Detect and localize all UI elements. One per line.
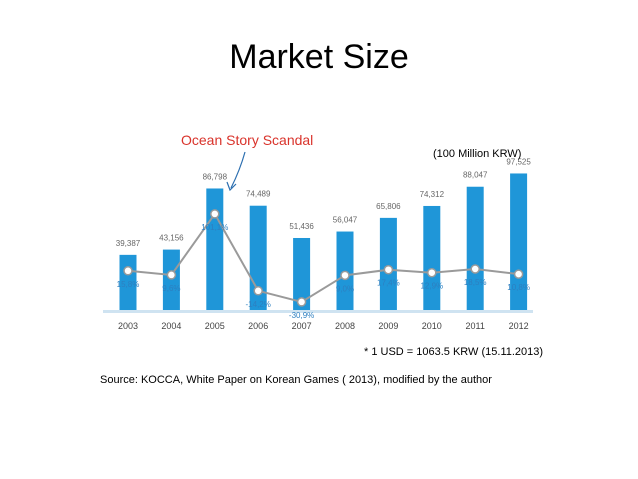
bar-value-label: 56,047 bbox=[333, 216, 358, 225]
ocean-story-scandal-annotation: Ocean Story Scandal bbox=[181, 132, 314, 148]
chart-baseline bbox=[103, 310, 533, 313]
growth-value-label: 15,8% bbox=[117, 280, 140, 289]
growth-value-label: -30,9% bbox=[289, 311, 314, 320]
growth-value-label: 12,9% bbox=[420, 282, 443, 291]
bar-2007 bbox=[293, 237, 311, 310]
bar-2003 bbox=[119, 254, 137, 310]
x-tick-label: 2007 bbox=[292, 321, 312, 331]
unit-note: (100 Million KRW) bbox=[433, 148, 522, 160]
bar-2009 bbox=[379, 217, 397, 310]
bar-2004 bbox=[162, 249, 180, 310]
bar-value-label: 65,806 bbox=[376, 202, 401, 211]
x-tick-label: 2004 bbox=[161, 321, 181, 331]
growth-point-2010 bbox=[427, 267, 437, 278]
growth-point-2011 bbox=[470, 264, 480, 274]
growth-value-label: 18,5% bbox=[464, 278, 487, 287]
growth-value-label: 101,1% bbox=[201, 223, 228, 232]
bar-value-label: 88,047 bbox=[463, 171, 488, 180]
growth-value-label: -14,2% bbox=[246, 300, 271, 309]
bar-2011 bbox=[466, 186, 484, 310]
bar-value-label: 74,312 bbox=[420, 190, 445, 199]
bar-value-label: 51,436 bbox=[289, 222, 314, 231]
annotation-arrowhead bbox=[226, 181, 237, 192]
x-tick-label: 2010 bbox=[422, 321, 442, 331]
growth-point-2006 bbox=[253, 286, 263, 296]
growth-point-2003 bbox=[123, 266, 133, 276]
bar-value-label: 39,387 bbox=[116, 239, 141, 248]
growth-value-label: 9,0% bbox=[336, 284, 354, 293]
x-tick-label: 2003 bbox=[118, 321, 138, 331]
bar-value-label: 97,525 bbox=[506, 157, 531, 166]
source-note: Source: KOCCA, White Paper on Korean Gam… bbox=[100, 374, 492, 386]
exchange-rate-note: * 1 USD = 1063.5 KRW (15.11.2013) bbox=[364, 346, 544, 358]
growth-point-2009 bbox=[383, 264, 394, 275]
x-tick-label: 2008 bbox=[335, 321, 355, 331]
growth-value-label: 17,4% bbox=[377, 279, 400, 288]
bar-value-label: 74,489 bbox=[246, 190, 271, 199]
growth-rate-line bbox=[127, 212, 519, 304]
x-tick-label: 2006 bbox=[248, 321, 268, 331]
page-title: Market Size bbox=[229, 38, 409, 76]
growth-point-2012 bbox=[513, 269, 524, 279]
growth-point-2005 bbox=[210, 209, 220, 219]
x-tick-label: 2005 bbox=[205, 321, 225, 331]
bar-2010 bbox=[423, 205, 441, 310]
x-tick-label: 2009 bbox=[378, 321, 398, 331]
bar-value-label: 86,798 bbox=[203, 172, 228, 181]
growth-value-label: 10,8% bbox=[507, 283, 530, 292]
growth-point-2008 bbox=[340, 270, 350, 281]
bar-value-label: 43,156 bbox=[159, 234, 184, 243]
growth-point-2007 bbox=[296, 297, 307, 307]
annotation-arrow bbox=[230, 151, 246, 189]
bar-2005 bbox=[206, 188, 224, 310]
growth-point-2004 bbox=[166, 270, 177, 280]
growth-value-label: 9,6% bbox=[162, 284, 180, 293]
x-tick-label: 2011 bbox=[466, 321, 485, 331]
x-tick-label: 2012 bbox=[509, 321, 529, 331]
